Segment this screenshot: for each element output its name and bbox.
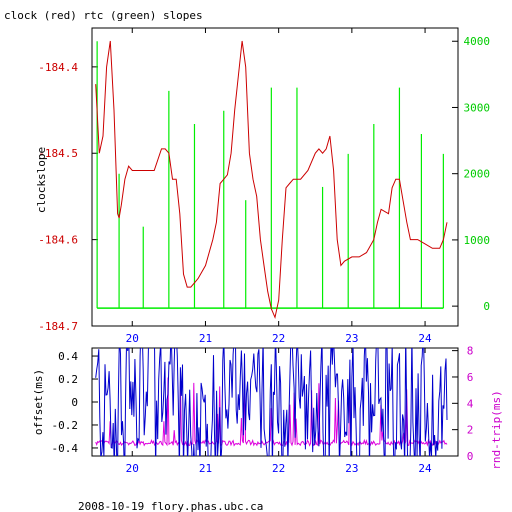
bottom-x-tick-label: 22: [272, 462, 285, 475]
bottom-x-tick-label: 24: [418, 462, 432, 475]
top-ylabel: clockslope: [35, 147, 48, 213]
top-x-tick-label: 20: [126, 332, 139, 345]
top-axes: 20 21 22 23 24 -184.4 -184.5 -184.6 -184.7 0 1000 2…: [38, 28, 490, 345]
bottom-yleft-tick-label: 0: [71, 396, 78, 409]
top-yleft-tick-label: -184.6: [38, 234, 78, 247]
bottom-yright-tick-label: 6: [467, 371, 474, 384]
top-x-tick-label: 22: [272, 332, 285, 345]
bottom-ylabel: offset(ms): [32, 369, 45, 435]
bottom-x-tick-label: 20: [126, 462, 139, 475]
bottom-x-tick-label: 23: [345, 462, 358, 475]
bottom-yleft-tick-label: 0.4: [58, 350, 78, 363]
chart-title: clock (red) rtc (green) slopes: [4, 9, 203, 22]
bottom-x-tick-label: 21: [199, 462, 212, 475]
top-yright-tick-label: 0: [483, 300, 490, 313]
bottom-yright-tick-label: 0: [467, 450, 474, 463]
top-x-tick-label: 23: [345, 332, 358, 345]
top-yright-tick-label: 3000: [464, 101, 491, 114]
bottom-yright-tick-label: 4: [467, 397, 474, 410]
top-plot-frame: [91, 27, 459, 327]
bottom-yright-tick-label: 2: [467, 424, 474, 437]
top-x-tick-label: 24: [418, 332, 432, 345]
top-yleft-tick-label: -184.5: [38, 147, 78, 160]
rtc-series: [96, 41, 444, 309]
bottom-y2label: rnd-trip(ms): [490, 390, 503, 469]
top-x-tick-label: 21: [199, 332, 212, 345]
top-yleft-tick-label: -184.4: [38, 61, 78, 74]
clock-series-line: [95, 40, 448, 320]
bottom-yleft-tick-label: -0.2: [52, 419, 79, 432]
bottom-yleft-tick-label: -0.4: [52, 442, 79, 455]
top-yright-tick-label: 2000: [464, 168, 491, 181]
footer-text: 2008-10-19 flory.phas.ubc.ca: [78, 500, 263, 512]
bottom-yright-tick-label: 8: [467, 345, 474, 358]
offset-series-line: [95, 348, 448, 456]
top-yright-tick-label: 4000: [464, 35, 491, 48]
bottom-yleft-tick-label: 0.2: [58, 373, 78, 386]
top-yright-tick-label: 1000: [464, 234, 491, 247]
top-yleft-tick-label: -184.7: [38, 320, 78, 333]
